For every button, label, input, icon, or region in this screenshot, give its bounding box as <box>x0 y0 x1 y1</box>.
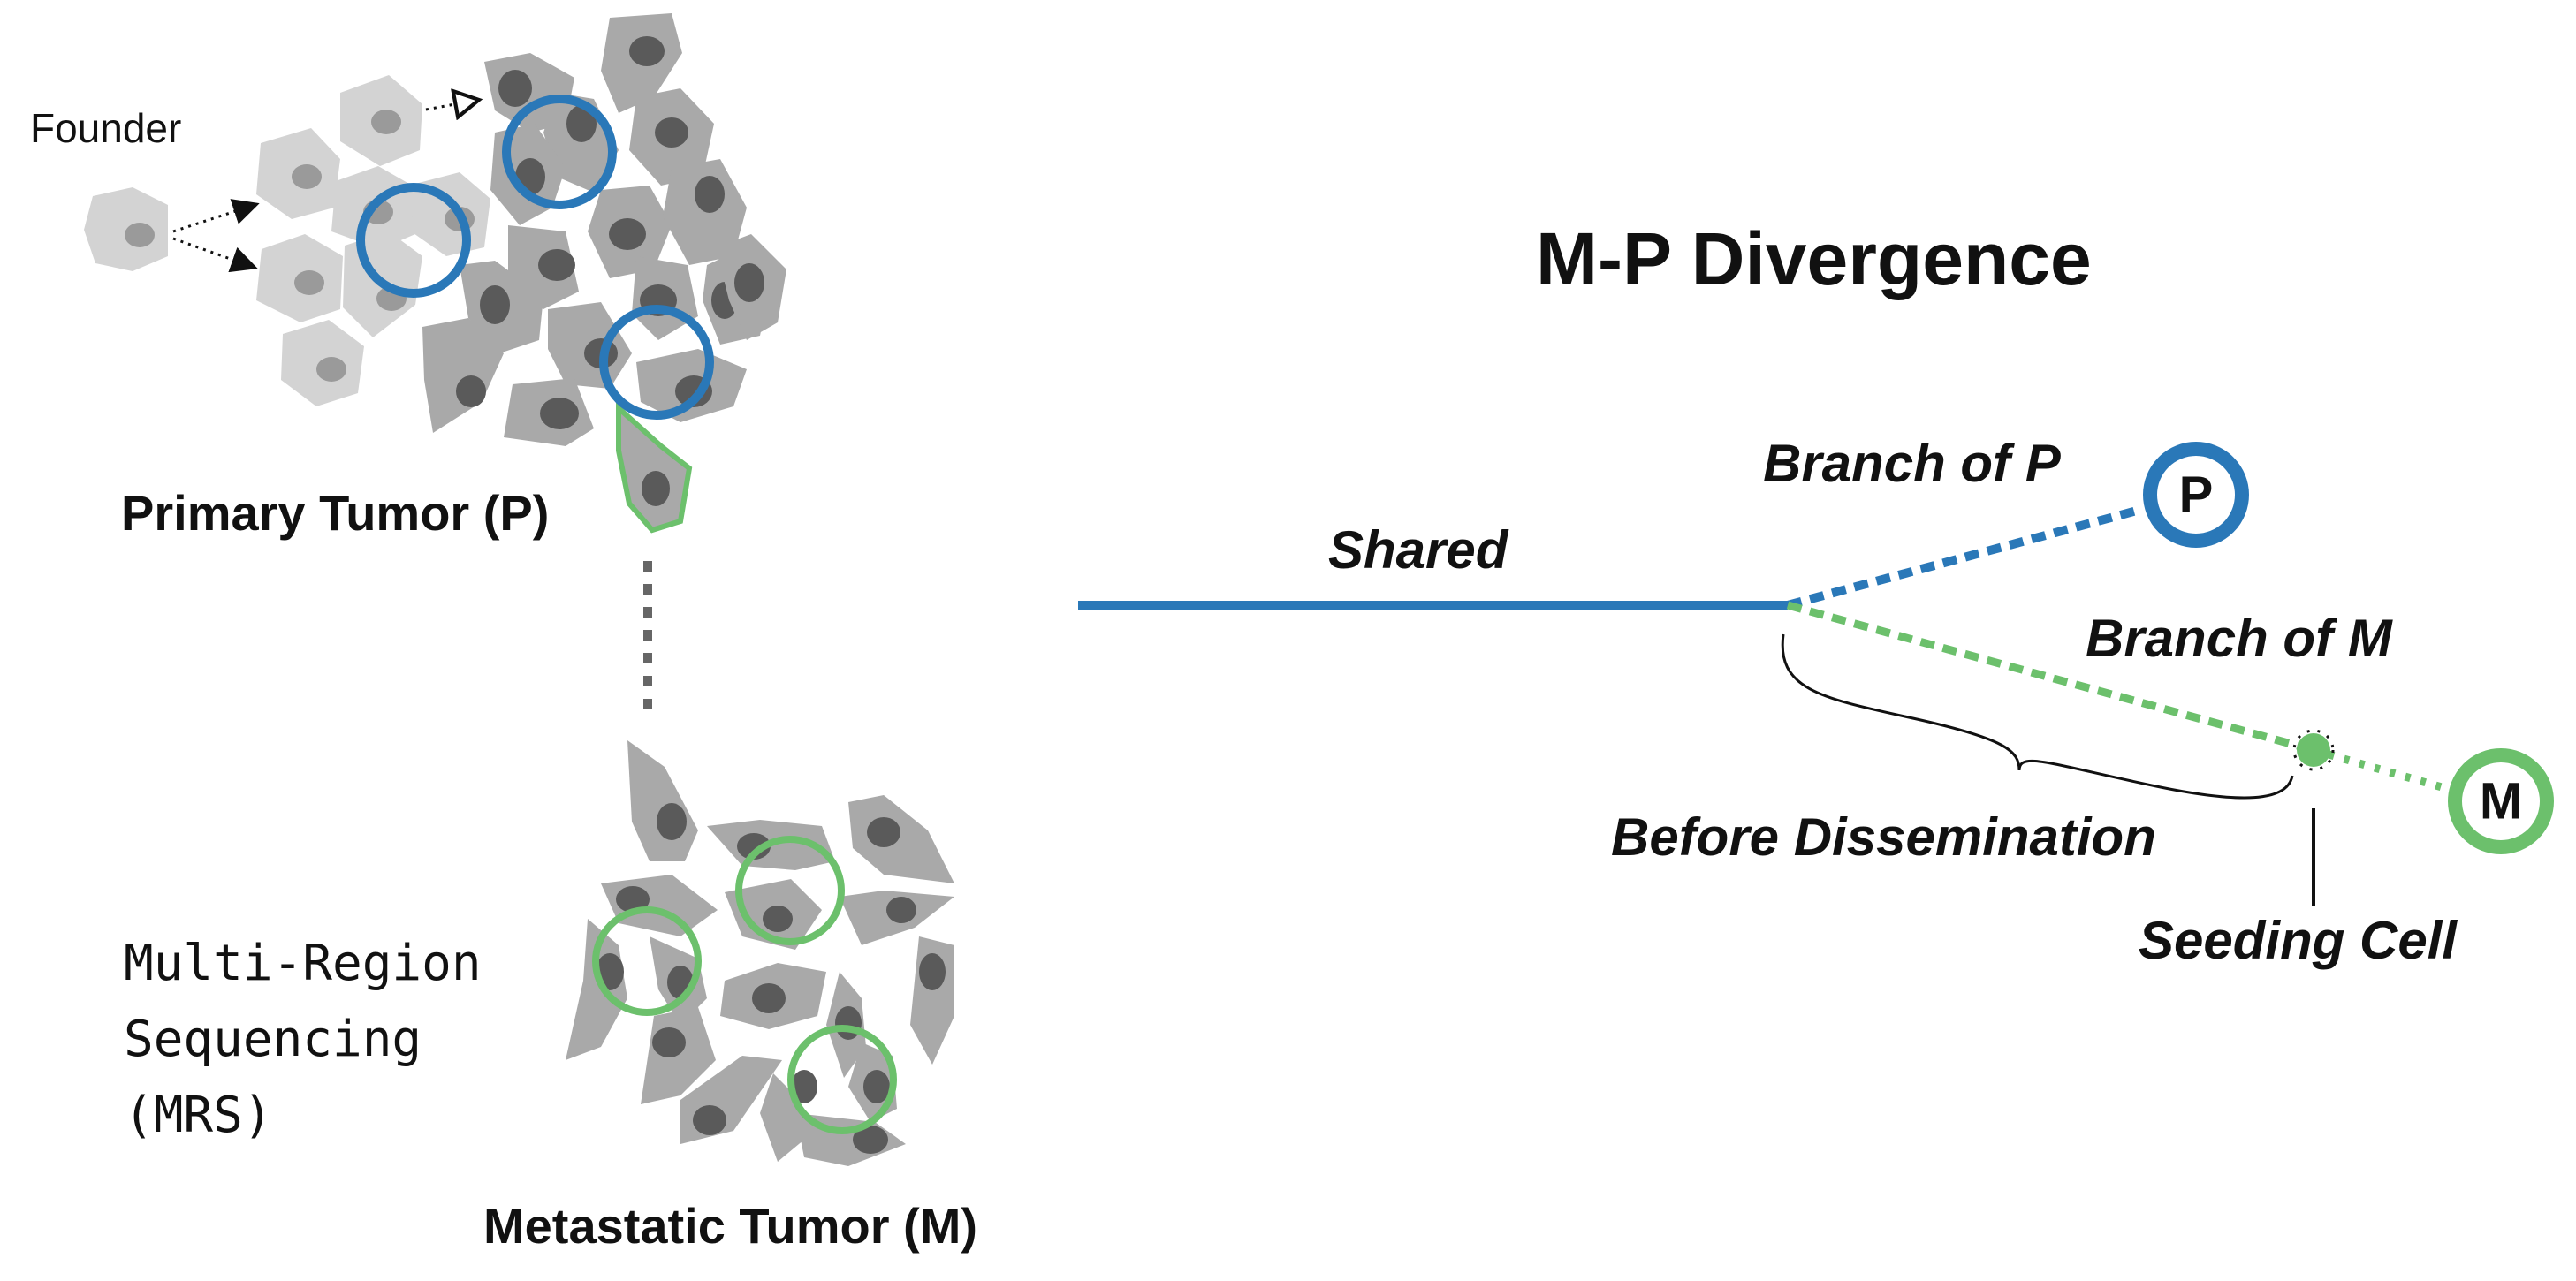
founder-arrow-lower <box>172 237 258 273</box>
founder-label: Founder <box>30 105 182 151</box>
sampling-region-m-2 <box>735 836 845 945</box>
node-p <box>2143 442 2249 548</box>
primary-tumor-label: Primary Tumor (P) <box>121 485 550 541</box>
mrs-label: Multi-Region Sequencing (MRS) <box>124 935 482 1144</box>
sampling-region-p-3 <box>599 305 714 420</box>
sampling-region-m-3 <box>787 1025 897 1134</box>
branch-p-label: Branch of P <box>1763 434 2061 493</box>
seeding-point <box>2297 733 2330 767</box>
branch-p-line <box>1786 506 2139 610</box>
seeding-cell-label: Seeding Cell <box>2139 911 2458 970</box>
disseminating-cell <box>616 402 693 534</box>
metastatic-tumor-label: Metastatic Tumor (M) <box>483 1198 977 1254</box>
divergence-tree <box>1078 442 2554 906</box>
before-dissemination-label: Before Dissemination <box>1611 807 2156 867</box>
sampling-region-m-1 <box>592 906 702 1016</box>
node-m-letter: M <box>2479 772 2523 830</box>
sampling-region-p-1 <box>356 183 471 298</box>
node-m <box>2448 748 2554 854</box>
metastatic-tumor <box>566 740 954 1166</box>
sampling-region-p-2 <box>502 95 617 209</box>
branch-m-label: Branch of M <box>2086 609 2392 668</box>
primary-tumor-cells <box>422 13 786 446</box>
before-dissemination-brace <box>1781 633 2294 800</box>
figure-title: M-P Divergence <box>1536 217 2092 300</box>
shared-label: Shared <box>1328 520 1508 580</box>
founder-arrow-expansion <box>425 100 479 110</box>
node-p-letter: P <box>2178 466 2214 524</box>
branch-m-post-seeding-line <box>2312 746 2450 793</box>
founder-arrow-upper <box>172 199 260 233</box>
primary-tumor <box>84 13 786 534</box>
